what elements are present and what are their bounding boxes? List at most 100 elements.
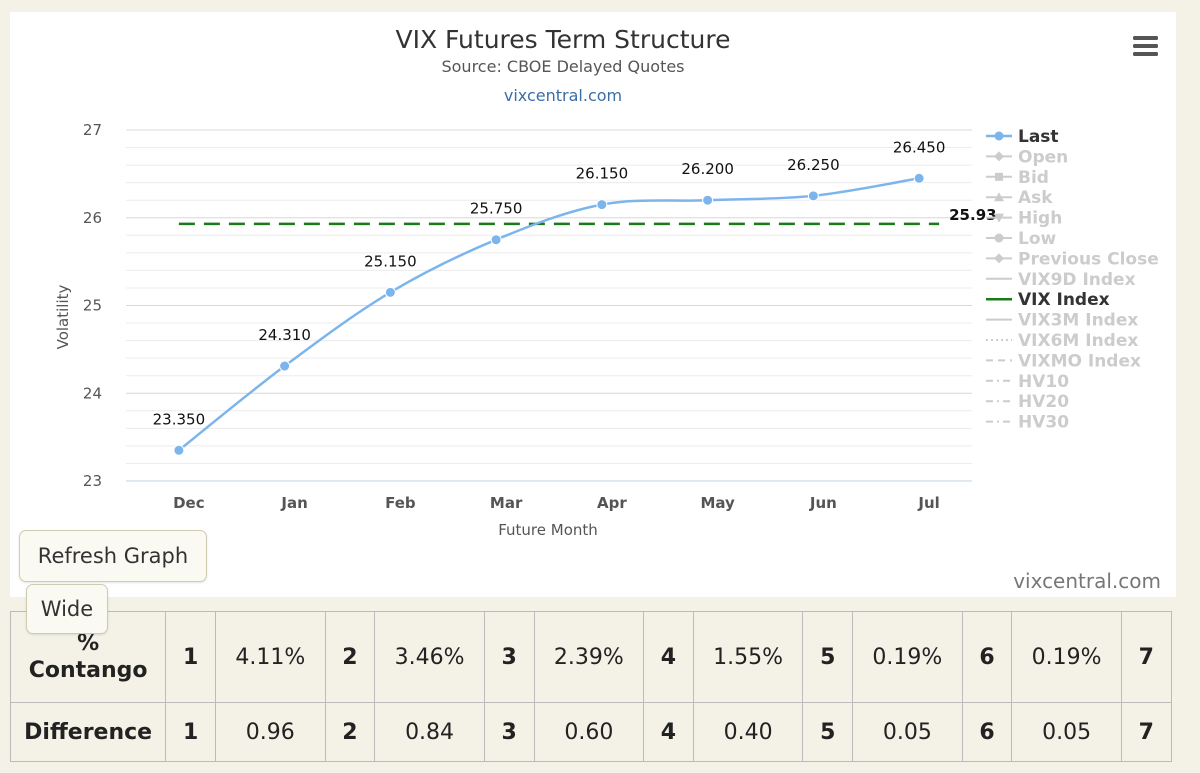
contango-label-line2: Contango [28,658,148,683]
contango-value: 0.19% [1011,611,1122,703]
legend-item[interactable]: VIX9D Index [986,270,1136,290]
refresh-graph-button[interactable]: Refresh Graph [19,530,207,582]
difference-month-number: 4 [643,702,694,762]
legend-marker-triangle-down [994,213,1004,223]
difference-month-number: 5 [802,702,854,762]
legend-label: VIX Index [1018,290,1110,310]
difference-value: 0.40 [692,702,804,762]
contango-month-number: 6 [961,611,1013,703]
contango-value: 0.19% [852,611,963,703]
legend-item[interactable]: VIX Index [986,290,1110,310]
x-tick-label: Feb [385,494,416,512]
legend-item[interactable]: HV30 [986,413,1069,433]
chart-subtitle: Source: CBOE Delayed Quotes [441,57,684,76]
y-tick-label: 26 [83,209,102,227]
difference-value: 0.84 [374,702,485,762]
difference-month-number: 6 [961,702,1013,762]
legend-item[interactable]: Last [986,127,1059,147]
contango-row: % Contango 1 4.11% 2 3.46% 3 2.39% 4 1.55% 5 0.19… [9,611,1200,703]
data-label: 23.350 [153,410,206,428]
difference-value: 0.05 [852,702,963,762]
x-tick-label: Jan [280,494,307,512]
data-point[interactable] [490,234,502,246]
contango-month-number: 5 [802,611,854,703]
data-point[interactable] [913,172,925,184]
data-label: 26.450 [893,138,946,156]
legend-item[interactable]: Open [986,147,1068,167]
hamburger-menu-icon[interactable] [1133,36,1158,56]
data-point[interactable] [173,444,185,456]
difference-month-number: 3 [483,702,535,762]
y-tick-label: 25 [83,297,102,315]
x-axis-title: Future Month [498,521,598,539]
contango-value: 2.39% [533,611,645,703]
legend-marker-triangle [994,192,1004,202]
legend-label: VIX6M Index [1018,331,1138,351]
difference-value: 0.60 [533,702,645,762]
contango-month-number: 3 [483,611,535,703]
data-label: 25.750 [470,200,523,218]
legend-item[interactable]: VIX6M Index [986,331,1138,351]
data-point[interactable] [384,286,396,298]
data-label: 26.150 [576,165,629,183]
difference-month-number: 2 [324,702,376,762]
legend-label: Previous Close [1018,249,1159,269]
legend-label: Open [1018,147,1068,167]
legend-label: HV20 [1018,392,1069,412]
legend-label: Low [1018,229,1057,249]
legend-label: HV10 [1018,372,1069,392]
wide-button[interactable]: Wide [26,584,108,634]
legend-marker-diamond [994,151,1004,162]
legend-item[interactable]: VIX3M Index [986,311,1138,331]
chart-title: VIX Futures Term Structure [396,25,731,54]
y-tick-label: 23 [83,472,102,490]
data-point[interactable] [807,190,819,202]
legend-label: VIX9D Index [1018,270,1136,290]
vix-index-value-label: 25.93 [949,206,996,224]
legend-item[interactable]: High [986,209,1062,229]
chart-svg: VIX Futures Term Structure Source: CBOE … [54,25,1161,593]
data-point[interactable] [596,199,608,211]
legend-item[interactable]: HV20 [986,392,1069,412]
legend-label: Last [1018,127,1059,147]
x-tick-label: Jul [917,494,939,512]
legend-label: Bid [1018,168,1049,188]
legend-marker-circle [994,233,1004,243]
legend-label: HV30 [1018,413,1069,433]
legend-label: VIXMO Index [1018,351,1141,371]
y-axis-labels: 23 24 25 26 27 [83,121,102,490]
contango-month-number: 7 [1120,611,1172,703]
legend-marker-diamond [994,253,1004,264]
y-tick-label: 24 [83,384,102,402]
data-label: 26.200 [681,160,734,178]
contango-month-number: 2 [324,611,376,703]
legend-label: High [1018,209,1062,229]
difference-row: Difference 1 0.96 2 0.84 3 0.60 4 0.40 5 0.05 6 0.0… [9,702,1200,762]
difference-value: 0.05 [1011,702,1122,762]
legend-label: Ask [1018,188,1053,208]
data-point[interactable] [279,360,291,372]
x-tick-label: Jun [809,494,837,512]
data-label: 25.150 [364,252,417,270]
data-point[interactable] [702,194,714,206]
legend-item[interactable]: Bid [986,168,1049,188]
legend-label: VIX3M Index [1018,311,1138,331]
x-tick-label: Apr [597,494,627,512]
data-label: 24.310 [258,326,311,344]
legend-item[interactable]: Low [986,229,1057,249]
contango-value: 4.11% [215,611,326,703]
contango-value: 1.55% [692,611,804,703]
series-last: 23.350 24.310 25.150 25.750 26.150 26.200 26.2… [153,138,946,456]
chart-credits[interactable]: vixcentral.com [1013,569,1161,593]
legend-item[interactable]: VIXMO Index [986,351,1141,371]
series-line-last [178,177,920,452]
site-link[interactable]: vixcentral.com [504,86,622,105]
legend-item[interactable]: Ask [986,188,1053,208]
legend-marker-circle [994,131,1004,141]
difference-month-number: 1 [165,702,217,762]
y-tick-label: 27 [83,121,102,139]
legend-item[interactable]: Previous Close [986,249,1159,269]
difference-value: 0.96 [215,702,326,762]
legend-item[interactable]: HV10 [986,372,1069,392]
